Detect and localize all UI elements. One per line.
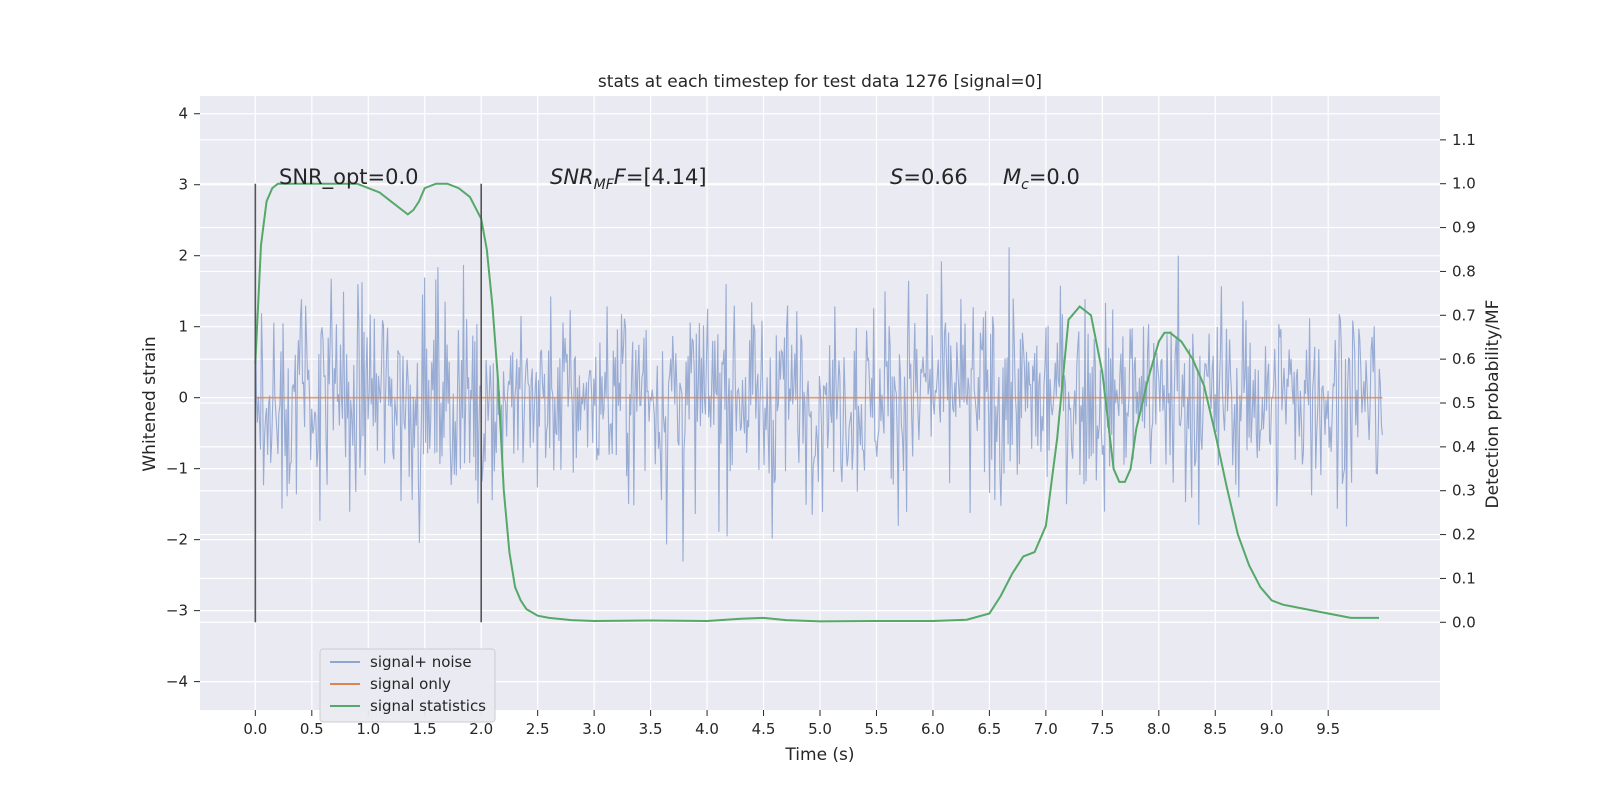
series-signal-noise [254, 247, 1383, 562]
x-tick-label: 0.5 [300, 720, 324, 738]
x-tick-label: 2.0 [469, 720, 493, 738]
annotation-snr-opt: SNR_opt=0.0 [279, 165, 419, 190]
y-tick-label: −1 [166, 460, 188, 478]
y-right-tick-label: 0.0 [1452, 613, 1476, 631]
chart-title: stats at each timestep for test data 127… [598, 72, 1042, 92]
x-tick-label: 5.5 [865, 720, 889, 738]
x-ticks: 0.0 0.5 1.0 1.5 2.0 2.5 3.0 3.5 4.0 4.5 5.0 5.5 6.0 6… [243, 710, 1340, 738]
y-axis-label: Whitened strain [140, 336, 160, 471]
x-tick-label: 3.0 [582, 720, 606, 738]
window-markers [254, 183, 483, 623]
signal-noise-line [254, 247, 1383, 562]
y-tick-label: 3 [178, 176, 188, 194]
y-tick-label: −4 [166, 673, 188, 691]
x-tick-label: 8.0 [1147, 720, 1171, 738]
x-tick-label: 3.5 [639, 720, 663, 738]
x-tick-label: 9.5 [1316, 720, 1340, 738]
y-axis-label-right: Detection probability/MF [1483, 300, 1503, 509]
y-right-tick-label: 0.9 [1452, 219, 1476, 237]
y-right-tick-label: 0.7 [1452, 306, 1476, 324]
y-tick-label: 1 [178, 318, 188, 336]
x-tick-label: 4.5 [752, 720, 776, 738]
annotation-mc: Mc=0.0 [1003, 165, 1080, 193]
y-ticks-right: 0.0 0.1 0.2 0.3 0.4 0.5 0.6 0.7 0.8 0.9 1.0 1.1 [1440, 131, 1476, 631]
x-tick-label: 1.0 [356, 720, 380, 738]
x-axis-label: Time (s) [784, 745, 854, 765]
grid-lines [200, 96, 1440, 710]
legend-label-signal-noise: signal+ noise [370, 653, 472, 671]
legend-label-signal-only: signal only [370, 675, 451, 693]
y-right-tick-label: 0.4 [1452, 438, 1476, 456]
y-right-tick-label: 0.5 [1452, 394, 1476, 412]
x-tick-label: 6.0 [921, 720, 945, 738]
y-right-tick-label: 0.2 [1452, 526, 1476, 544]
signal-statistics-line [254, 182, 1379, 623]
x-tick-label: 7.5 [1090, 720, 1114, 738]
x-tick-label: 1.5 [413, 720, 437, 738]
x-tick-label: 9.0 [1260, 720, 1284, 738]
y-right-tick-label: 0.3 [1452, 482, 1476, 500]
y-tick-label: −3 [166, 602, 188, 620]
x-tick-label: 7.0 [1034, 720, 1058, 738]
y-right-tick-label: 1.0 [1452, 175, 1476, 193]
annotation-s: S=0.66 [890, 165, 968, 189]
x-tick-label: 0.0 [243, 720, 267, 738]
y-right-tick-label: 0.6 [1452, 350, 1476, 368]
y-right-tick-label: 1.1 [1452, 131, 1476, 149]
y-tick-label: 2 [178, 247, 188, 265]
legend: signal+ noise signal only signal statist… [319, 648, 496, 723]
x-tick-label: 2.5 [526, 720, 550, 738]
x-tick-label: 4.0 [695, 720, 719, 738]
y-tick-label: 4 [178, 105, 188, 123]
x-tick-label: 5.0 [808, 720, 832, 738]
x-tick-label: 6.5 [977, 720, 1001, 738]
y-right-tick-label: 0.8 [1452, 262, 1476, 280]
y-right-tick-label: 0.1 [1452, 569, 1476, 587]
legend-label-signal-statistics: signal statistics [370, 697, 486, 715]
legend-box [319, 648, 496, 723]
series-signal-statistics [254, 182, 1379, 623]
y-tick-label: 0 [178, 389, 188, 407]
y-tick-label: −2 [166, 531, 188, 549]
y-ticks-left: −4 −3 −2 −1 0 1 2 3 4 [166, 105, 200, 691]
x-tick-label: 8.5 [1203, 720, 1227, 738]
annotation-snr-mf: SNRMFF=[4.14] [550, 165, 707, 193]
